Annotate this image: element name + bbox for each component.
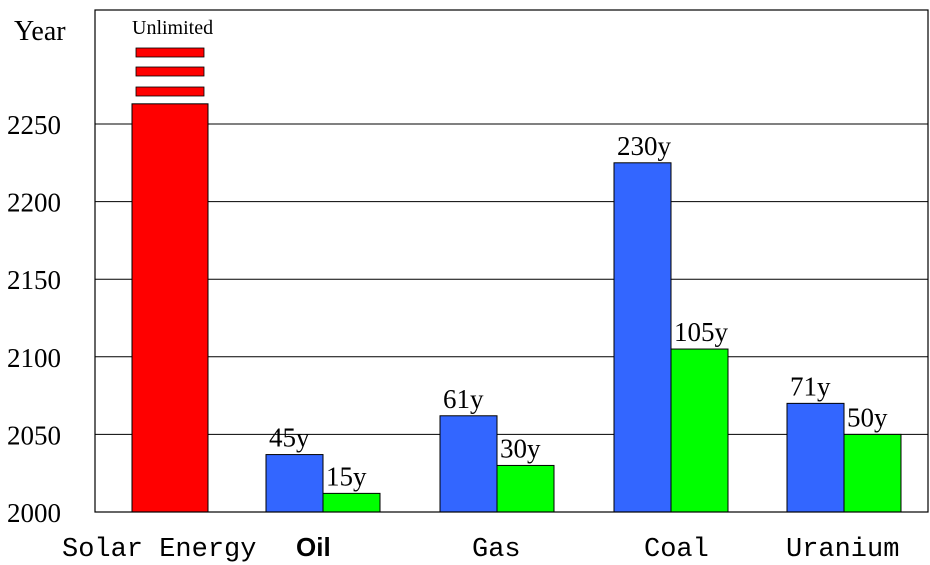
labels: 2000 2050 2100 2150 2200 2250 Unlimited 45y 61y 2… (7, 17, 899, 565)
bar-gas-series-1 (439, 415, 498, 513)
solar-unlimited-stripe-1 (135, 47, 205, 58)
data-label: 61y (443, 384, 484, 414)
solar-unlimited-stripe-2 (135, 66, 205, 77)
y-tick-label: 2100 (7, 343, 61, 373)
bar-oil-series-2 (322, 492, 381, 513)
data-label: 230y (617, 131, 672, 161)
bar-uranium-series-2 (843, 433, 902, 513)
y-tick-label: 2250 (7, 110, 61, 140)
solar-unlimited-label: Unlimited (132, 17, 213, 39)
solar-unlimited-stripe-3 (135, 86, 205, 97)
bar-solar-energy (131, 103, 209, 513)
bar-uranium-series-1 (786, 402, 845, 513)
x-tick-label-gas: Gas (472, 535, 521, 565)
bar-oil-series-1 (265, 454, 324, 513)
x-tick-label-oil: Oil (296, 532, 331, 562)
bar-coal-series-2 (670, 348, 729, 513)
bar-coal-series-1 (613, 162, 672, 513)
x-tick-label-solar-energy: Solar Energy (62, 535, 256, 565)
bar-gas-series-2 (496, 464, 555, 513)
data-label: 50y (847, 402, 888, 432)
data-label: 71y (790, 371, 831, 401)
data-label: 30y (500, 433, 541, 463)
data-label: 105y (674, 317, 729, 347)
y-axis-label: Year (14, 16, 66, 47)
y-tick-label: 2200 (7, 188, 61, 218)
y-tick-label: 2150 (7, 265, 61, 295)
data-label: 45y (269, 423, 310, 453)
data-label: 15y (326, 461, 367, 491)
x-tick-label-uranium: Uranium (786, 535, 899, 565)
x-tick-label-coal: Coal (644, 535, 709, 565)
plot-frame (94, 9, 929, 513)
y-tick-label: 2050 (7, 420, 61, 450)
y-tick-label: 2000 (7, 498, 61, 528)
